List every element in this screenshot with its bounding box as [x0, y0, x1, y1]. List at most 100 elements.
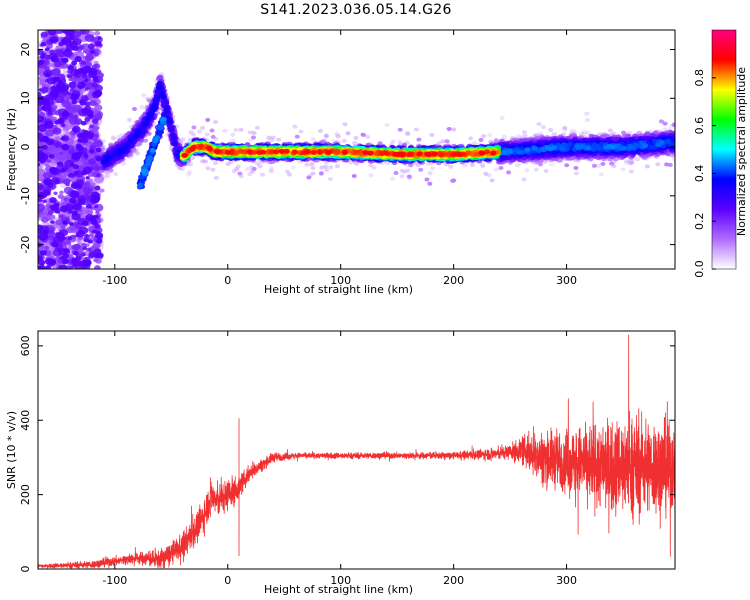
- spectrogram-cell: [82, 246, 88, 251]
- spectrogram-cell: [345, 131, 351, 136]
- spectrogram-cell: [585, 118, 590, 122]
- spectrogram-cell: [493, 138, 499, 143]
- spectrogram-cell: [393, 170, 399, 175]
- spectrogram-cell: [562, 125, 568, 130]
- spectrogram-cell: [56, 161, 64, 167]
- spectrogram-cell: [71, 257, 77, 262]
- spectrogram-cell: [38, 177, 41, 181]
- spectrogram-cell: [351, 174, 357, 178]
- spectrogram-cell: [104, 174, 110, 179]
- spectrogram-cell: [405, 131, 410, 136]
- spectrogram-cell: [63, 197, 69, 202]
- spectrogram-cell: [139, 105, 145, 110]
- spectrogram-cell: [89, 124, 94, 129]
- spectrogram-cell: [481, 134, 487, 139]
- spectrogram-cell: [478, 137, 484, 142]
- spectrogram-cell: [286, 172, 292, 177]
- spectrogram-cell: [66, 105, 72, 110]
- spectrogram-cell: [564, 163, 570, 168]
- spectrogram-cell: [254, 161, 260, 166]
- spectrogram-cell: [585, 131, 590, 135]
- spectrogram-cell: [468, 136, 474, 141]
- spectrogram-cell: [92, 75, 98, 80]
- spectrogram-cell: [60, 225, 66, 230]
- spectrogram-cell: [73, 250, 79, 256]
- spectrogram-cell: [57, 118, 64, 124]
- spectrogram-cell: [71, 45, 79, 51]
- spectrogram-cell: [83, 154, 89, 158]
- spectrogram-cell: [94, 185, 101, 191]
- spectrogram-cell: [93, 258, 99, 263]
- spectrogram-cell: [371, 165, 377, 170]
- spectrogram-cell: [80, 120, 87, 126]
- spectrogram-cell: [390, 139, 396, 144]
- spectrogram-cell: [96, 252, 104, 259]
- spectrogram-cell: [81, 107, 90, 115]
- spectrogram-cell: [87, 43, 95, 50]
- spectrogram-cell: [506, 170, 512, 175]
- spectrogram-cell: [113, 172, 119, 176]
- spectrogram-cell: [451, 178, 457, 183]
- spectrogram-cell: [44, 121, 54, 129]
- spectrogram-cell: [427, 171, 433, 176]
- spectrogram-cell: [76, 81, 86, 89]
- spectrogram-cell: [209, 128, 215, 133]
- spectrogram-cell: [501, 134, 508, 140]
- spectrogram-cell: [309, 162, 315, 167]
- spectrogram-cell: [80, 60, 86, 66]
- spectrogram-cell: [84, 78, 89, 83]
- spectrogram-cell: [84, 233, 90, 238]
- spectrogram-cell: [342, 122, 348, 127]
- spectrogram-cell: [494, 167, 499, 172]
- spectrogram-cell: [64, 59, 69, 63]
- spectrogram-cell: [60, 167, 67, 173]
- spectrogram-cell: [418, 167, 424, 172]
- spectrogram-cell: [186, 172, 192, 177]
- spectrogram-cell: [368, 173, 374, 178]
- spectrogram-cell: [200, 125, 206, 130]
- spectrogram-cell: [483, 171, 489, 176]
- spectrogram-cell: [99, 188, 105, 193]
- spectrogram-cell: [39, 157, 46, 163]
- spectrogram-cell: [536, 122, 542, 126]
- spectrogram-cell: [260, 172, 266, 177]
- spectrogram-cell: [94, 214, 99, 219]
- spectrogram-cell: [51, 241, 59, 248]
- spectrogram-cell: [163, 105, 170, 111]
- spectrogram-cell: [65, 182, 70, 187]
- spectrogram-cell: [584, 111, 590, 116]
- spectrogram-cell: [609, 161, 615, 166]
- spectrogram-cell: [276, 137, 282, 142]
- chart-title: S141.2023.036.05.14.G26: [260, 2, 452, 18]
- spectrogram-cell: [97, 36, 102, 40]
- spectrogram-cell: [50, 177, 61, 185]
- spectrogram-cell: [385, 161, 390, 165]
- spectrogram-cell: [634, 156, 641, 162]
- spectrogram-cell: [405, 168, 411, 173]
- spectrogram-cell: [41, 216, 49, 223]
- spectrogram-cell: [95, 210, 100, 215]
- spectrogram-cell: [341, 138, 347, 143]
- spectrogram-cell: [93, 165, 101, 172]
- spectrogram-cell: [38, 259, 46, 266]
- spectrogram-cell: [156, 80, 163, 86]
- spectrogram-cell: [90, 191, 100, 200]
- spectrogram-cell: [204, 132, 210, 137]
- spectrogram-cell: [89, 144, 96, 150]
- spectrogram-cell: [498, 166, 504, 170]
- spectrogram-cell: [40, 54, 46, 59]
- spectrogram-cell: [72, 125, 81, 134]
- spectrogram-cell: [81, 252, 86, 257]
- spectrogram-cell: [53, 191, 58, 196]
- spectrogram-cell: [44, 72, 51, 78]
- spectrogram-cell: [427, 181, 433, 186]
- spectrogram-cell: [76, 230, 85, 238]
- spectrogram-cell: [86, 247, 92, 252]
- spectrogram-cell: [88, 158, 96, 165]
- spectrogram-cell: [416, 137, 422, 142]
- spectrogram-cell: [548, 127, 554, 132]
- spectrogram-cell: [607, 128, 613, 133]
- spectrogram-cell: [58, 264, 68, 269]
- spectrogram-cell: [61, 110, 70, 117]
- spectrogram-cell: [61, 236, 66, 240]
